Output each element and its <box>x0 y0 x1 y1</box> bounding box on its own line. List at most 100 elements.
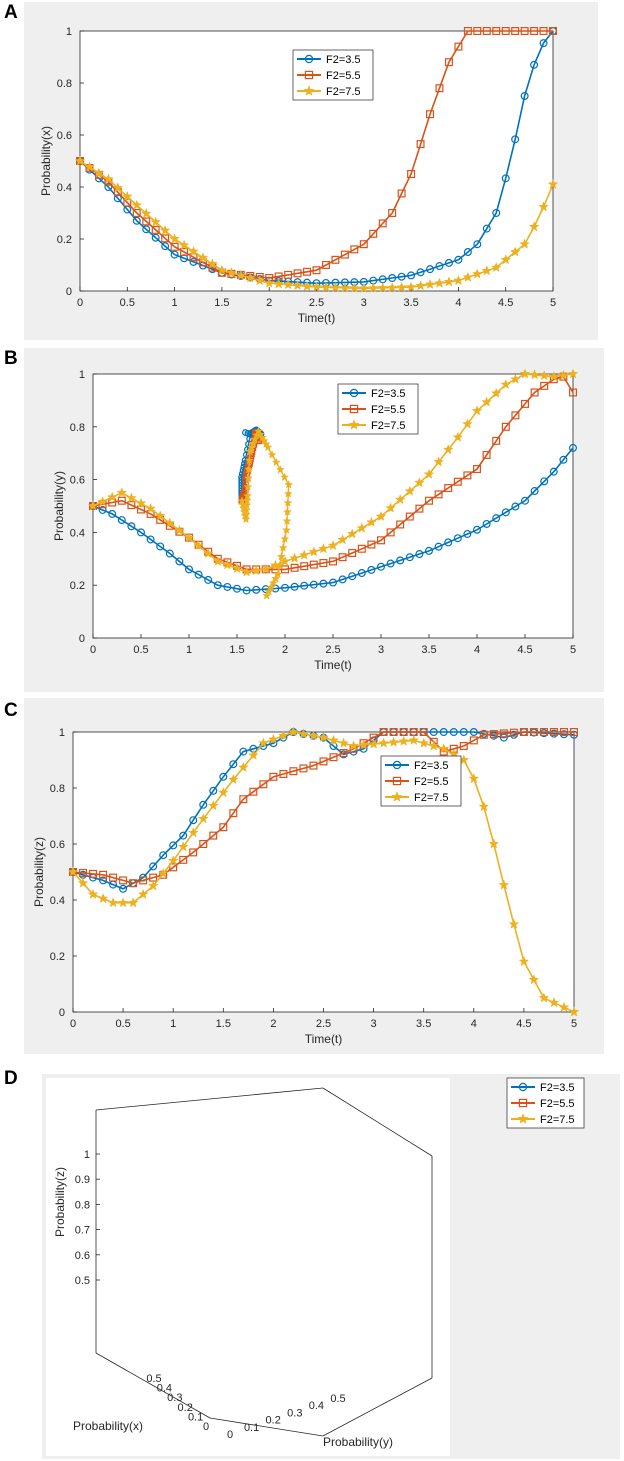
data-point <box>500 378 512 390</box>
data-point <box>510 373 521 384</box>
data-point <box>139 876 148 885</box>
data-point <box>135 497 147 508</box>
data-point <box>567 368 579 379</box>
data-point <box>423 468 435 479</box>
data-point <box>161 242 170 251</box>
data-point <box>548 370 560 382</box>
data-point <box>132 209 141 218</box>
data-point <box>449 727 458 736</box>
data-point <box>267 450 277 459</box>
data-point <box>161 234 170 243</box>
data-point <box>280 472 290 482</box>
data-point <box>113 194 122 203</box>
data-point <box>518 955 530 967</box>
data-point <box>405 281 417 292</box>
data-point <box>140 207 152 219</box>
data-point <box>407 170 416 179</box>
data-point <box>121 190 133 202</box>
box-edge <box>322 1377 433 1437</box>
data-point <box>216 264 228 275</box>
x-tick-label: 0.5 <box>115 1018 130 1030</box>
legend-marker <box>517 1113 529 1124</box>
data-point <box>226 267 237 278</box>
legend-marker <box>348 419 360 430</box>
data-point <box>321 261 330 270</box>
data-point <box>473 525 482 534</box>
data-point <box>289 767 298 776</box>
data-point <box>530 27 539 36</box>
y-tick-label: 0.8 <box>50 783 65 795</box>
data-point <box>275 464 285 474</box>
x-tick-label: 1.5 <box>214 297 229 309</box>
data-point <box>444 58 453 67</box>
data-point <box>359 240 368 249</box>
data-point <box>357 544 366 553</box>
y-tick-label: 0.6 <box>57 130 72 142</box>
data-point <box>559 727 568 736</box>
data-point <box>539 27 548 36</box>
data-point <box>319 757 328 766</box>
x-tick-label: 0 <box>70 1018 76 1030</box>
data-point <box>338 737 349 748</box>
data-point <box>300 581 309 590</box>
data-point <box>539 39 548 48</box>
z-axis-label: Probability(z) <box>53 1167 67 1237</box>
legend-marker <box>304 70 314 80</box>
data-point <box>238 476 246 484</box>
x-tick-label: 5 <box>570 644 576 656</box>
legend-marker <box>518 1082 528 1092</box>
data-point <box>530 60 539 69</box>
data-point <box>444 538 453 547</box>
data-point <box>278 543 288 552</box>
data-point <box>193 539 204 551</box>
panel-d: D 0.5 0.6 0.7 0.8 0.9 1 0 0.1 0.2 0.3 0.4 0.5 0 0.1 0.… <box>0 426 624 1461</box>
data-point <box>548 996 560 1008</box>
data-point <box>119 884 128 893</box>
data-point <box>249 787 258 796</box>
z-tick-label: 0.8 <box>75 1199 90 1211</box>
z-tick-label: 0.9 <box>75 1174 90 1186</box>
data-point <box>119 876 128 885</box>
y-tick-label: 0.4 <box>57 182 72 194</box>
data-point <box>280 534 290 543</box>
data-point <box>498 879 510 890</box>
data-point <box>377 282 389 293</box>
data-point <box>416 268 425 277</box>
data-point <box>340 250 349 259</box>
data-point <box>319 559 328 568</box>
x-tick-label: 3.5 <box>421 644 436 656</box>
data-point <box>329 753 338 762</box>
series-F2=5.5 <box>68 727 578 888</box>
data-point <box>404 485 416 496</box>
legend: F2=3.5 F2=5.5 F2=7.5 <box>337 383 419 435</box>
data-point <box>428 740 440 751</box>
data-point <box>509 728 518 737</box>
data-point <box>263 277 275 288</box>
y-tick-label: 0.8 <box>70 422 85 434</box>
data-point <box>202 547 214 559</box>
data-point <box>269 772 278 781</box>
series-F2=7.5 <box>237 426 294 600</box>
data-point <box>549 727 558 736</box>
data-point <box>568 443 577 452</box>
data-point <box>379 727 388 736</box>
data-point <box>482 450 491 459</box>
data-point <box>284 479 294 489</box>
data-point <box>312 266 321 275</box>
legend-marker <box>303 85 315 96</box>
data-point <box>530 388 539 397</box>
data-point <box>367 540 376 549</box>
data-point <box>414 477 425 488</box>
z-tick-label: 1 <box>84 1149 90 1161</box>
data-point <box>150 216 162 227</box>
data-point <box>97 495 108 507</box>
data-point <box>463 248 472 257</box>
data-point <box>482 224 491 233</box>
data-point <box>511 411 520 420</box>
data-point <box>131 199 143 210</box>
data-point <box>242 491 252 500</box>
x-tick-label: 2 <box>266 297 272 309</box>
data-point <box>520 91 529 100</box>
z-tick-label: 0.5 <box>75 1275 90 1287</box>
data-point <box>396 520 405 529</box>
